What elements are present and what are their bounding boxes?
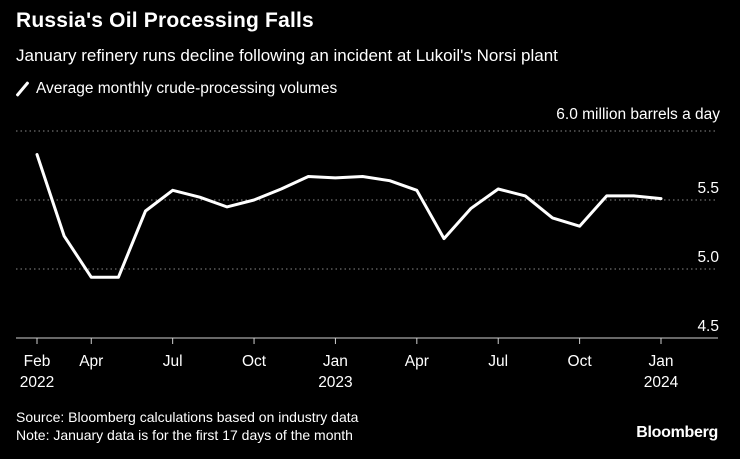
x-tick-label: Jan	[649, 353, 674, 370]
series-line	[35, 153, 663, 279]
legend-label: Average monthly crude-processing volumes	[36, 80, 338, 97]
x-tick-year-label: 2022	[20, 374, 54, 391]
x-tick-label: Jan	[323, 353, 348, 370]
y-axis-tick-labels: 5.5 5.0 4.5	[697, 180, 719, 335]
chart-title: Russia's Oil Processing Falls	[16, 9, 314, 32]
y-tick-label: 5.0	[697, 249, 719, 266]
x-tick-label: Oct	[242, 353, 267, 370]
x-tick-label: Apr	[79, 353, 103, 370]
x-axis: Feb 2022 Apr Jul Oct Jan 2023 Apr Jul Oct Jan 2024	[16, 337, 718, 391]
y-axis-unit-label: 6.0 million barrels a day	[556, 106, 720, 123]
x-tick-year-label: 2023	[318, 374, 352, 391]
y-tick-label: 4.5	[697, 318, 719, 335]
x-tick-label: Jul	[488, 353, 508, 370]
y-tick-label: 5.5	[697, 180, 719, 197]
chart-subtitle: January refinery runs decline following …	[16, 46, 558, 65]
x-tick-label: Oct	[568, 353, 593, 370]
x-tick-year-label: 2024	[644, 374, 679, 391]
legend: Average monthly crude-processing volumes	[16, 80, 337, 98]
x-tick-label: Apr	[405, 353, 429, 370]
x-tick-label: Jul	[163, 353, 183, 370]
gridlines	[16, 130, 718, 339]
footnote: Note: January data is for the first 17 d…	[16, 427, 353, 443]
bloomberg-logo: Bloomberg	[636, 424, 718, 441]
x-tick-label: Feb	[24, 353, 51, 370]
series-group	[35, 153, 663, 279]
source-note: Source: Bloomberg calculations based on …	[16, 409, 359, 425]
